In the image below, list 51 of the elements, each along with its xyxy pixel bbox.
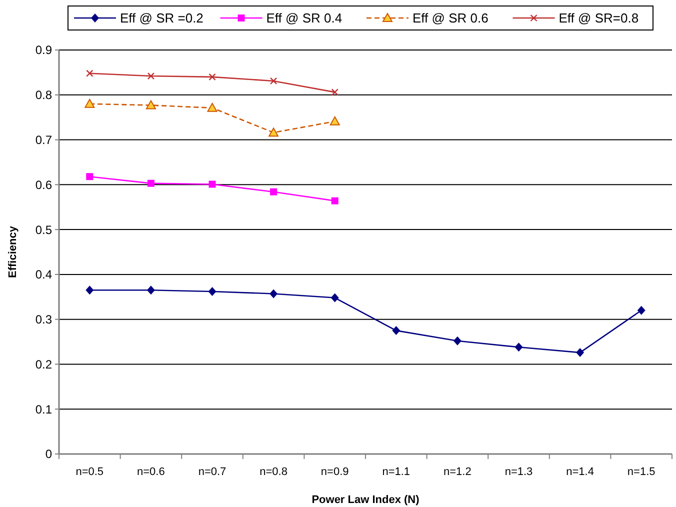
legend-label: Eff @ SR 0.6: [412, 10, 488, 26]
y-tick-label: 0.3: [35, 312, 52, 327]
x-tick-label: n=1.2: [444, 466, 472, 478]
point: [86, 173, 94, 180]
x-tick-label: n=0.8: [260, 466, 288, 478]
point: [86, 70, 94, 77]
point: [330, 293, 339, 302]
y-tick-label: 0.1: [35, 402, 52, 416]
x-tick-label: n=1.5: [627, 466, 656, 478]
point: [270, 77, 278, 85]
y-tick-label: 0.9: [35, 43, 52, 58]
legend-label: Eff @ SR 0.4: [266, 10, 342, 26]
legend-label: Eff @ SR =0.2: [120, 10, 204, 26]
point: [331, 88, 338, 96]
x-tick-label: n=0.9: [320, 466, 349, 478]
y-tick-label: 0.4: [35, 268, 52, 282]
point: [330, 116, 340, 126]
point: [331, 197, 338, 204]
point: [637, 306, 646, 315]
y-tick-label: 0.2: [35, 357, 52, 372]
y-tick-label: 0.5: [35, 222, 52, 237]
y-tick-label: 0: [45, 447, 52, 462]
x-tick-label: n=0.6: [137, 466, 165, 478]
point: [270, 188, 278, 196]
x-tick-label: n=1.4: [566, 466, 594, 478]
x-tick-label: n=0.7: [198, 466, 226, 478]
x-tick-label: n=1.1: [382, 466, 410, 478]
point: [392, 326, 400, 336]
point: [453, 336, 462, 346]
y-tick-label: 0.6: [35, 178, 52, 192]
point: [576, 348, 584, 358]
x-axis-title: Power Law Index (N): [312, 494, 420, 506]
point: [207, 102, 218, 112]
y-tick-label: 0.7: [35, 132, 52, 147]
x-tick-label: n=0.5: [76, 466, 104, 478]
point: [84, 98, 95, 108]
point: [514, 342, 523, 352]
point: [268, 128, 279, 137]
point: [270, 289, 278, 298]
point: [146, 286, 155, 295]
point: [146, 100, 156, 110]
point: [208, 287, 216, 296]
y-tick-label: 0.8: [35, 88, 52, 102]
x-tick-label: n=1.3: [504, 466, 533, 478]
point: [208, 73, 216, 81]
legend-label: Eff @ SR=0.8: [558, 10, 639, 26]
point: [86, 286, 94, 295]
point: [147, 180, 154, 187]
point: [208, 180, 216, 188]
point: [147, 72, 155, 80]
y-axis-title: Efficiency: [7, 225, 19, 278]
